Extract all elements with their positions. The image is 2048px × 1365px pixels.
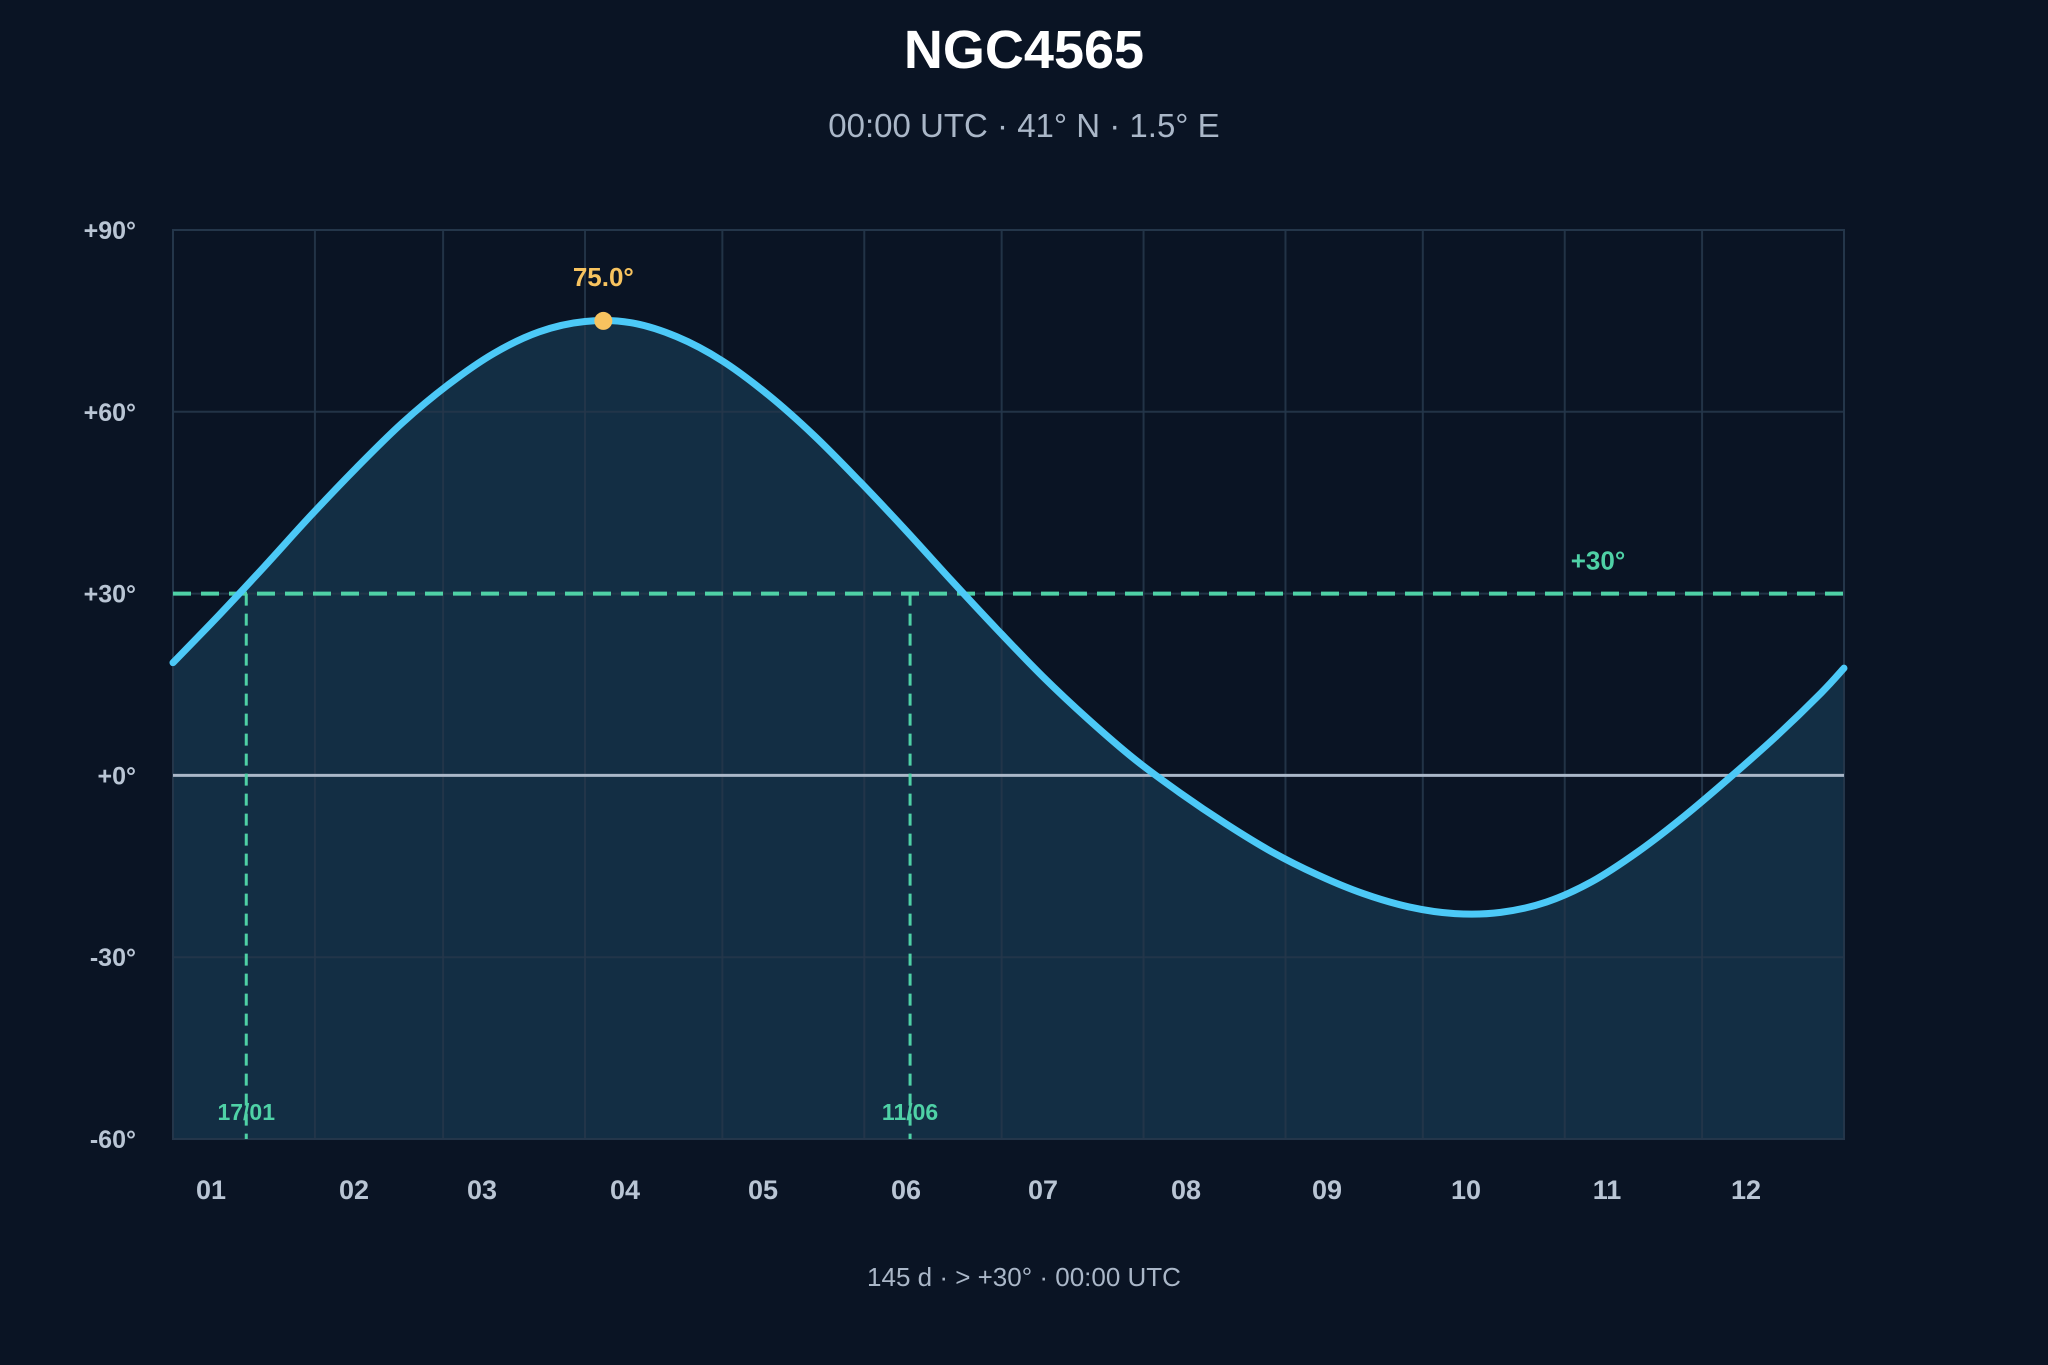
altitude-curve [169,317,1848,918]
chart-footer: 145 d · > +30° · 00:00 UTC [867,1262,1181,1292]
y-tick-label: +90° [84,217,136,245]
x-tick-label: 11 [1593,1175,1622,1205]
threshold-layer: +30° 17/01 11/06 [173,546,1844,1139]
x-tick-label: 08 [1171,1175,1201,1205]
area-fill [173,320,1844,1139]
threshold-label: +30° [1571,546,1626,576]
x-tick-label: 07 [1028,1175,1058,1205]
y-axis: +90° +60° +30° +0° -30° -60° [84,217,136,1154]
x-axis: 01 02 03 04 05 06 07 08 09 10 11 12 [196,1175,1761,1205]
x-tick-label: 04 [610,1175,640,1205]
chart-title: NGC4565 [904,20,1144,80]
y-tick-label: +30° [84,581,136,609]
x-tick-label: 02 [339,1175,369,1205]
x-tick-label: 10 [1451,1175,1481,1205]
area-layer [173,320,1844,1139]
y-tick-label: -60° [90,1126,136,1154]
x-tick-label: 12 [1731,1175,1761,1205]
x-tick-label: 09 [1312,1175,1342,1205]
crossing-label: 17/01 [217,1099,275,1125]
x-tick-label: 06 [891,1175,921,1205]
y-tick-label: +0° [97,762,136,790]
y-tick-label: +60° [84,399,136,427]
x-tick-label: 03 [467,1175,497,1205]
chart-subtitle: 00:00 UTC · 41° N · 1.5° E [828,107,1219,144]
plot-area: +30° 17/01 11/06 75.0° [169,229,1848,1140]
peak-label: 75.0° [573,262,634,292]
curve-layer [169,317,1848,918]
y-tick-label: -30° [90,944,136,972]
x-tick-label: 01 [196,1175,226,1205]
x-tick-label: 05 [748,1175,778,1205]
marker-layer: 75.0° [573,262,634,330]
crossing-label: 11/06 [882,1099,938,1125]
peak-marker [594,311,613,330]
